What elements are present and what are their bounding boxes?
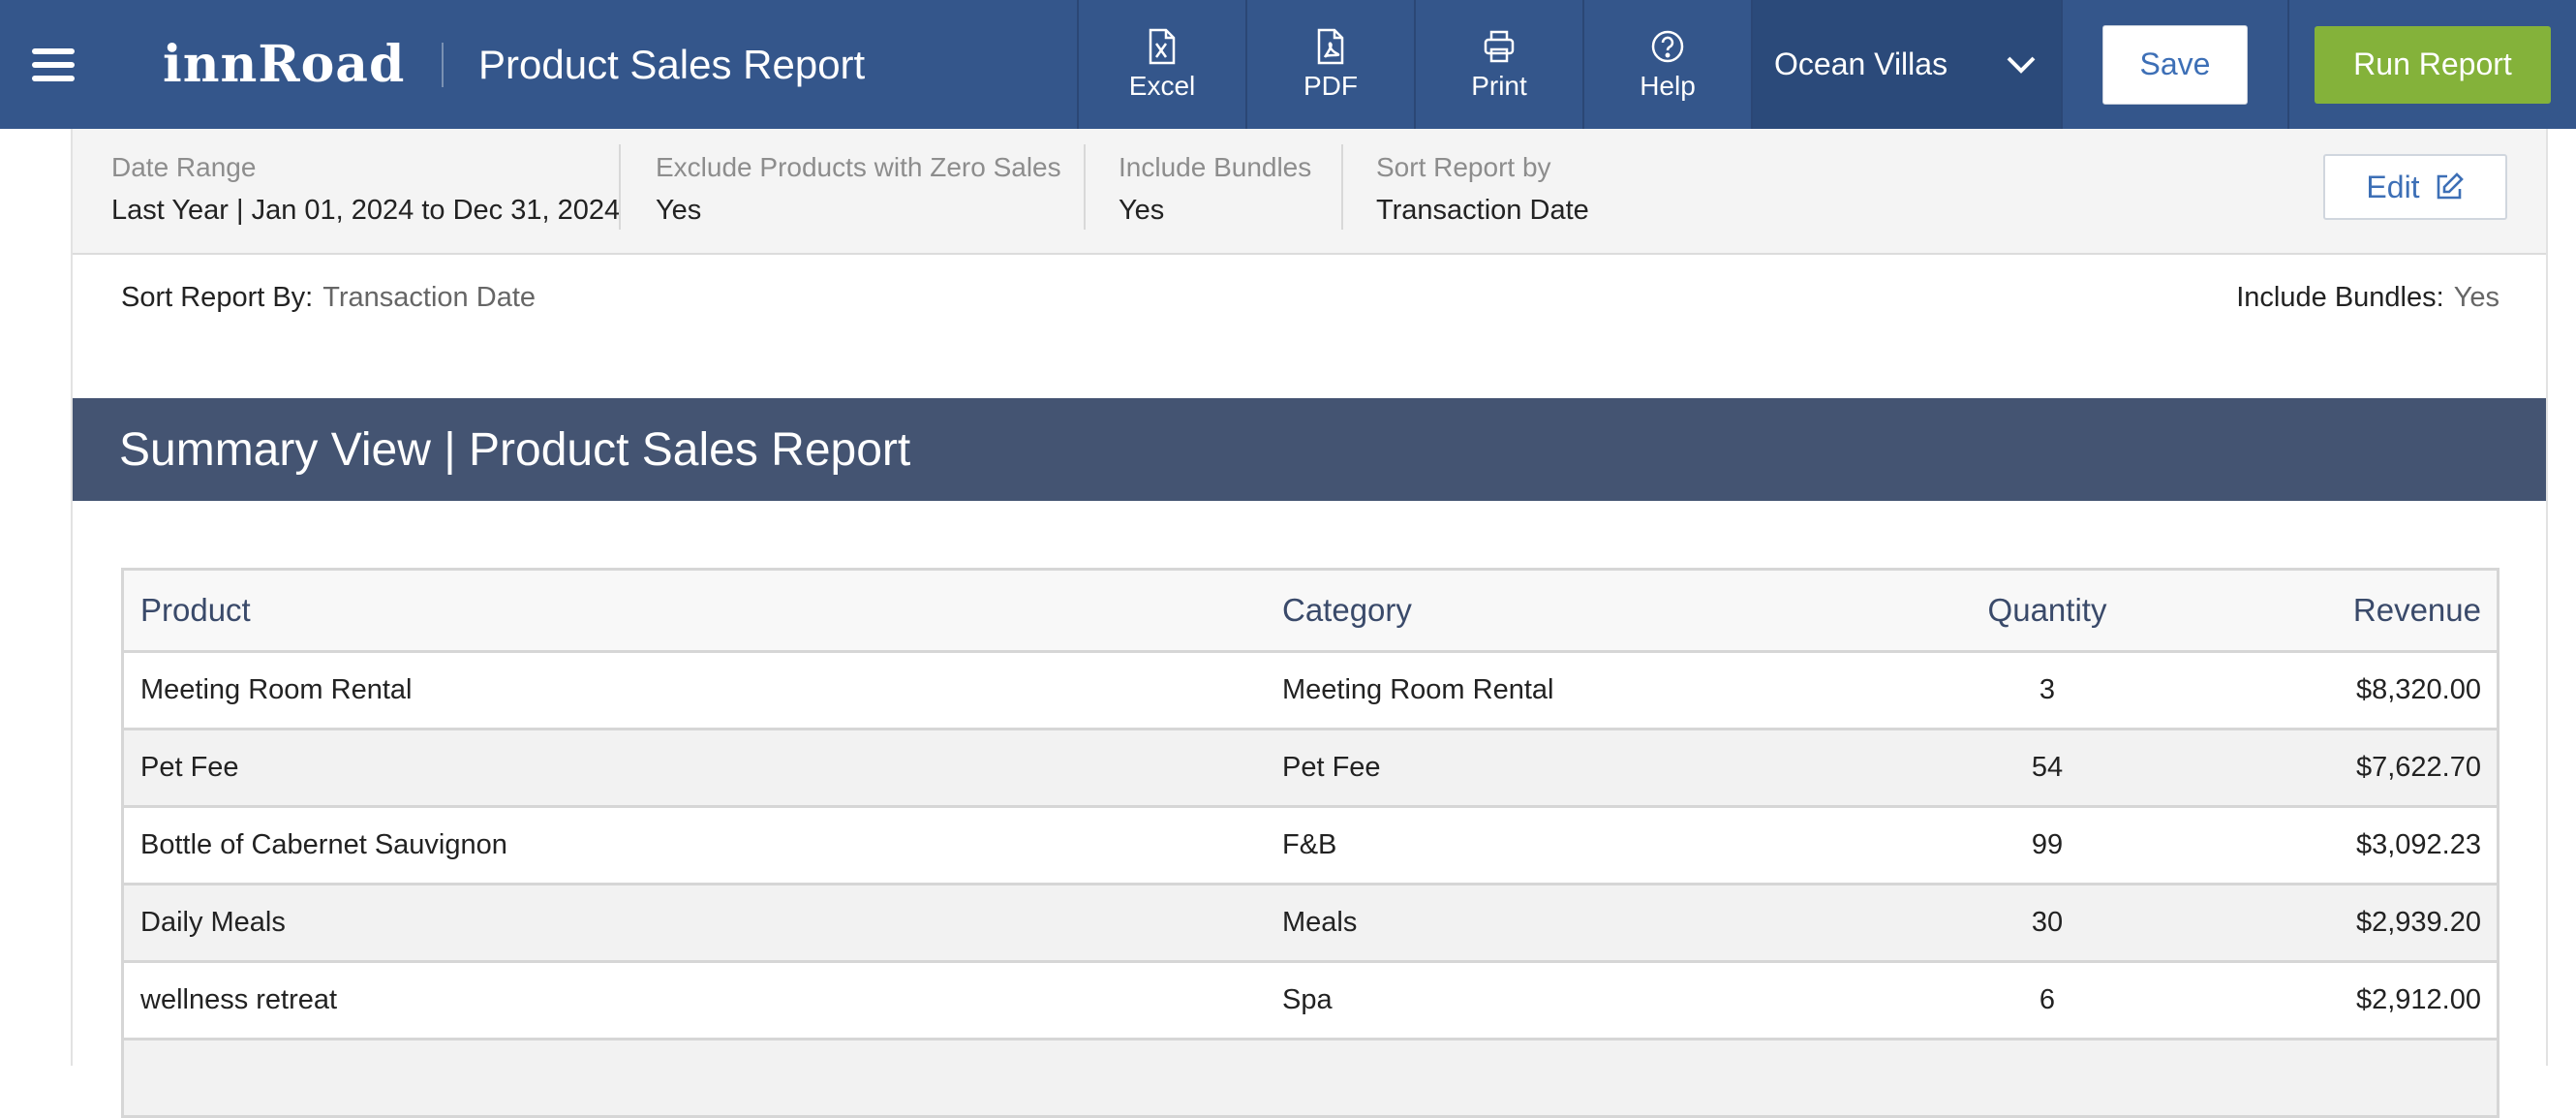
- menu-button[interactable]: [0, 0, 107, 129]
- filter-label: Include Bundles: [1119, 152, 1312, 182]
- table-row: [124, 1040, 2497, 1118]
- cell-product: Bottle of Cabernet Sauvignon: [140, 829, 507, 860]
- filter-divider: [1084, 144, 1086, 230]
- cell-product: Daily Meals: [140, 907, 286, 938]
- cell-revenue: $3,092.23: [2355, 829, 2481, 860]
- cell-revenue: $8,320.00: [2355, 674, 2481, 705]
- filter-value: Transaction Date: [1376, 195, 1589, 226]
- cell-revenue: $7,622.70: [2355, 752, 2481, 783]
- filter-divider: [619, 144, 621, 230]
- cell-category: Meals: [1282, 907, 1358, 938]
- report-meta-row: Sort Report By: Transaction Date Include …: [121, 282, 2499, 330]
- cell-quantity: 3: [2039, 674, 2056, 705]
- include-bundles-info: Include Bundles: Yes: [2236, 282, 2499, 314]
- help-circle-icon: [1651, 30, 1684, 62]
- table-row: Meeting Room Rental Meeting Room Rental …: [124, 653, 2497, 730]
- filter-summary-bar: Date Range Last Year | Jan 01, 2024 to D…: [73, 129, 2546, 255]
- run-report-button[interactable]: Run Report: [2315, 25, 2551, 104]
- top-bar: innRoad Product Sales Report Excel PDF P…: [0, 0, 2576, 129]
- help-button[interactable]: Help: [1582, 0, 1751, 129]
- pdf-button[interactable]: PDF: [1245, 0, 1414, 129]
- table-row: Pet Fee Pet Fee 54 $7,622.70: [124, 730, 2497, 808]
- printer-icon: [1484, 30, 1515, 62]
- section-title: Summary View | Product Sales Report: [73, 398, 2546, 501]
- header-category[interactable]: Category: [1282, 592, 1412, 628]
- filter-divider: [1341, 144, 1343, 230]
- cell-category: Spa: [1282, 984, 1333, 1015]
- cell-revenue: $2,939.20: [2355, 907, 2481, 938]
- cell-category: F&B: [1282, 829, 1337, 860]
- chevron-down-icon: [2007, 56, 2036, 74]
- header-revenue[interactable]: Revenue: [2352, 592, 2481, 628]
- sort-report-info: Sort Report By: Transaction Date: [121, 282, 536, 314]
- app-logo: innRoad: [163, 35, 406, 94]
- excel-button[interactable]: Excel: [1077, 0, 1245, 129]
- save-button[interactable]: Save: [2102, 24, 2248, 105]
- include-bundles-value: Yes: [2453, 282, 2499, 313]
- excel-file-icon: [1149, 28, 1176, 64]
- filter-value: Last Year | Jan 01, 2024 to Dec 31, 2024: [111, 195, 621, 226]
- cell-product: Pet Fee: [140, 752, 239, 783]
- run-area: Run Report: [2287, 0, 2576, 129]
- print-label: Print: [1471, 70, 1527, 101]
- pdf-label: PDF: [1303, 70, 1358, 101]
- sort-report-value: Transaction Date: [322, 282, 537, 313]
- filter-include-bundles: Include Bundles Yes: [1119, 142, 1311, 230]
- cell-quantity: 99: [2031, 829, 2064, 860]
- print-button[interactable]: Print: [1414, 0, 1582, 129]
- edit-pencil-icon: [2437, 172, 2464, 200]
- divider: [442, 42, 444, 87]
- property-select[interactable]: Ocean Villas: [1751, 0, 2061, 129]
- include-bundles-key: Include Bundles:: [2236, 282, 2444, 313]
- product-sales-table: Product Category Quantity Revenue Meetin…: [121, 568, 2499, 1118]
- save-area: Save: [2061, 0, 2287, 129]
- table-header-row: Product Category Quantity Revenue: [124, 571, 2497, 653]
- cell-quantity: 30: [2031, 907, 2064, 938]
- filter-sort-by: Sort Report by Transaction Date: [1376, 142, 1589, 230]
- table-row: wellness retreat Spa 6 $2,912.00: [124, 963, 2497, 1040]
- excel-label: Excel: [1128, 70, 1196, 101]
- table-row: Bottle of Cabernet Sauvignon F&B 99 $3,0…: [124, 808, 2497, 885]
- sort-report-key: Sort Report By:: [121, 282, 314, 313]
- help-label: Help: [1640, 70, 1696, 101]
- edit-button[interactable]: Edit: [2323, 154, 2507, 220]
- table-row: Daily Meals Meals 30 $2,939.20: [124, 885, 2497, 963]
- header-product[interactable]: Product: [140, 592, 251, 628]
- cell-category: Pet Fee: [1282, 752, 1381, 783]
- cell-quantity: 6: [2039, 984, 2056, 1015]
- filter-label: Date Range: [111, 152, 257, 182]
- page-title: Product Sales Report: [478, 41, 866, 87]
- filter-date-range: Date Range Last Year | Jan 01, 2024 to D…: [111, 142, 620, 230]
- filter-label: Sort Report by: [1376, 152, 1551, 182]
- filter-value: Yes: [656, 195, 702, 226]
- filter-exclude-zero: Exclude Products with Zero Sales Yes: [656, 142, 1061, 230]
- cell-category: Meeting Room Rental: [1282, 674, 1554, 705]
- header-quantity[interactable]: Quantity: [1987, 592, 2107, 628]
- cell-quantity: 54: [2031, 752, 2064, 783]
- page-title-area: Product Sales Report: [442, 0, 1077, 129]
- cell-product: Meeting Room Rental: [140, 674, 413, 705]
- edit-label: Edit: [2366, 169, 2420, 204]
- cell-revenue: $2,912.00: [2355, 984, 2481, 1015]
- filter-label: Exclude Products with Zero Sales: [656, 152, 1061, 182]
- hamburger-menu-icon: [32, 47, 75, 81]
- filter-value: Yes: [1119, 195, 1165, 226]
- pdf-file-icon: [1317, 28, 1344, 64]
- property-select-value: Ocean Villas: [1774, 47, 1948, 81]
- cell-product: wellness retreat: [140, 984, 338, 1015]
- report-content: Date Range Last Year | Jan 01, 2024 to D…: [71, 129, 2548, 1118]
